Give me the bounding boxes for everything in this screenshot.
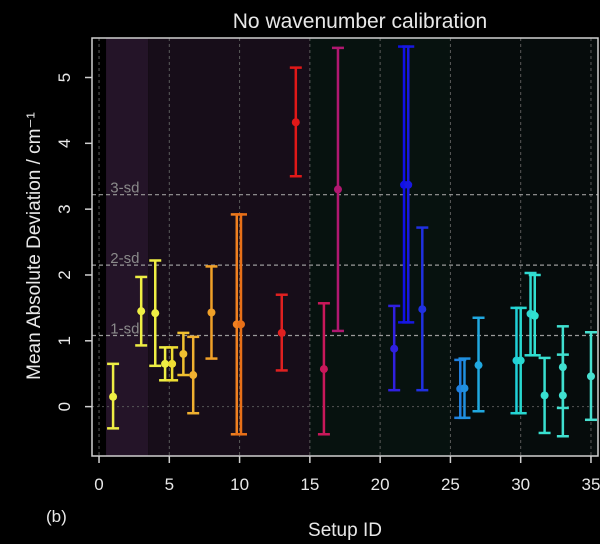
y-tick-label: 4 [55,139,74,148]
x-axis-label: Setup ID [308,520,382,541]
data-point [319,365,328,374]
x-tick-label: 25 [441,475,460,494]
data-point [236,320,245,329]
data-point [516,356,525,365]
data-point [161,359,170,368]
y-tick-label: 1 [55,336,74,345]
data-point [333,185,342,194]
data-point [586,372,595,381]
reference-lines: 1-sd 2-sd 3-sd [92,180,598,338]
x-axis-ticks: 0 5 10 15 20 25 30 35 [94,456,600,494]
y-axis-label: Mean Absolute Deviation / cm⁻¹ [24,112,45,380]
y-tick-label: 0 [55,402,74,411]
data-point [168,359,177,368]
data-point [179,349,188,358]
data-point [189,371,198,380]
reference-line-label: 3-sd [110,180,139,197]
x-tick-label: 30 [511,475,530,494]
x-tick-label: 0 [94,475,103,494]
reference-line-label: 2-sd [110,250,139,267]
x-tick-label: 35 [582,475,600,494]
background-band [148,38,310,456]
background-band [450,38,598,456]
data-point [291,118,300,127]
data-point [418,305,427,314]
y-tick-label: 2 [55,270,74,279]
data-point [390,344,399,353]
y-tick-label: 5 [55,73,74,82]
x-tick-label: 15 [300,475,319,494]
data-point [207,308,216,317]
plot-frame [91,37,599,457]
x-tick-label: 5 [165,475,174,494]
data-points [107,45,597,438]
x-tick-label: 20 [371,475,390,494]
x-tick-label: 10 [230,475,249,494]
data-point [137,307,146,316]
data-point [151,309,160,318]
data-point [109,392,118,401]
panel-label: (b) [46,507,67,526]
data-point [530,311,539,320]
data-point [460,384,469,393]
y-axis-ticks: 0 1 2 3 4 5 [55,73,92,411]
data-point [474,361,483,370]
data-point [540,391,549,400]
data-point [404,180,413,189]
background-bands [106,38,598,456]
chart-title: No wavenumber calibration [233,10,487,33]
reference-line-label: 1-sd [110,321,139,338]
data-point [277,328,286,337]
data-point [558,363,567,372]
y-tick-label: 3 [55,204,74,213]
